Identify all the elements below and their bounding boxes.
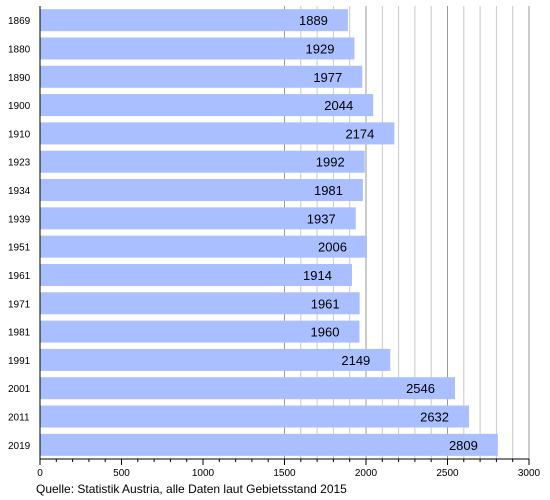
x-tick-label: 1500 — [273, 468, 296, 479]
bar-value-label: 1992 — [316, 155, 345, 170]
bar — [40, 292, 360, 315]
bar-value-label: 2809 — [449, 438, 478, 453]
bar-value-label: 2632 — [420, 410, 449, 425]
bar — [40, 377, 455, 400]
x-tick-label: 2500 — [436, 468, 459, 479]
category-label: 1939 — [8, 214, 31, 225]
bar-value-label: 2044 — [324, 98, 353, 113]
category-label: 1923 — [8, 158, 31, 169]
bar-value-label: 2546 — [406, 381, 435, 396]
bar-value-label: 1977 — [313, 70, 342, 85]
category-label: 1971 — [8, 299, 31, 310]
category-label: 2011 — [8, 413, 30, 424]
category-label: 1890 — [8, 73, 31, 84]
source-note: Quelle: Statistik Austria, alle Daten la… — [36, 482, 347, 496]
bar-value-label: 2174 — [345, 126, 374, 141]
x-tick-label: 2000 — [355, 468, 378, 479]
category-label: 1961 — [8, 271, 31, 282]
bar — [40, 433, 498, 456]
x-tick-label: 3000 — [518, 468, 541, 479]
x-tick-label: 500 — [113, 468, 130, 479]
bar-value-label: 1960 — [311, 325, 340, 340]
bar-value-label: 2149 — [341, 353, 370, 368]
bar — [40, 348, 391, 371]
bar — [40, 150, 365, 173]
bar — [40, 179, 363, 202]
category-label: 1869 — [8, 16, 31, 27]
bar — [40, 94, 374, 117]
category-label: 1900 — [8, 101, 31, 112]
bar — [40, 263, 352, 286]
category-label: 2019 — [8, 441, 31, 452]
bar — [40, 405, 470, 428]
bar-value-label: 1889 — [299, 13, 328, 28]
category-label: 1910 — [8, 129, 31, 140]
category-label: 1934 — [8, 186, 31, 197]
bar — [40, 320, 360, 343]
bar — [40, 235, 367, 258]
bar-value-label: 1914 — [303, 268, 332, 283]
bar-value-label: 2006 — [318, 240, 347, 255]
bar — [40, 207, 356, 230]
bar — [40, 122, 395, 145]
bar-value-label: 1937 — [307, 211, 336, 226]
category-label: 1981 — [8, 328, 31, 339]
bar — [40, 9, 348, 32]
x-tick-label: 1000 — [192, 468, 215, 479]
bar — [40, 65, 363, 88]
category-label: 1951 — [8, 243, 31, 254]
category-label: 1991 — [8, 356, 31, 367]
bar-value-label: 1981 — [314, 183, 343, 198]
category-label: 2001 — [8, 384, 31, 395]
bar — [40, 37, 355, 60]
bar-value-label: 1961 — [311, 296, 340, 311]
x-tick-label: 0 — [37, 468, 43, 479]
bar-value-label: 1929 — [306, 41, 335, 56]
category-label: 1880 — [8, 44, 31, 55]
